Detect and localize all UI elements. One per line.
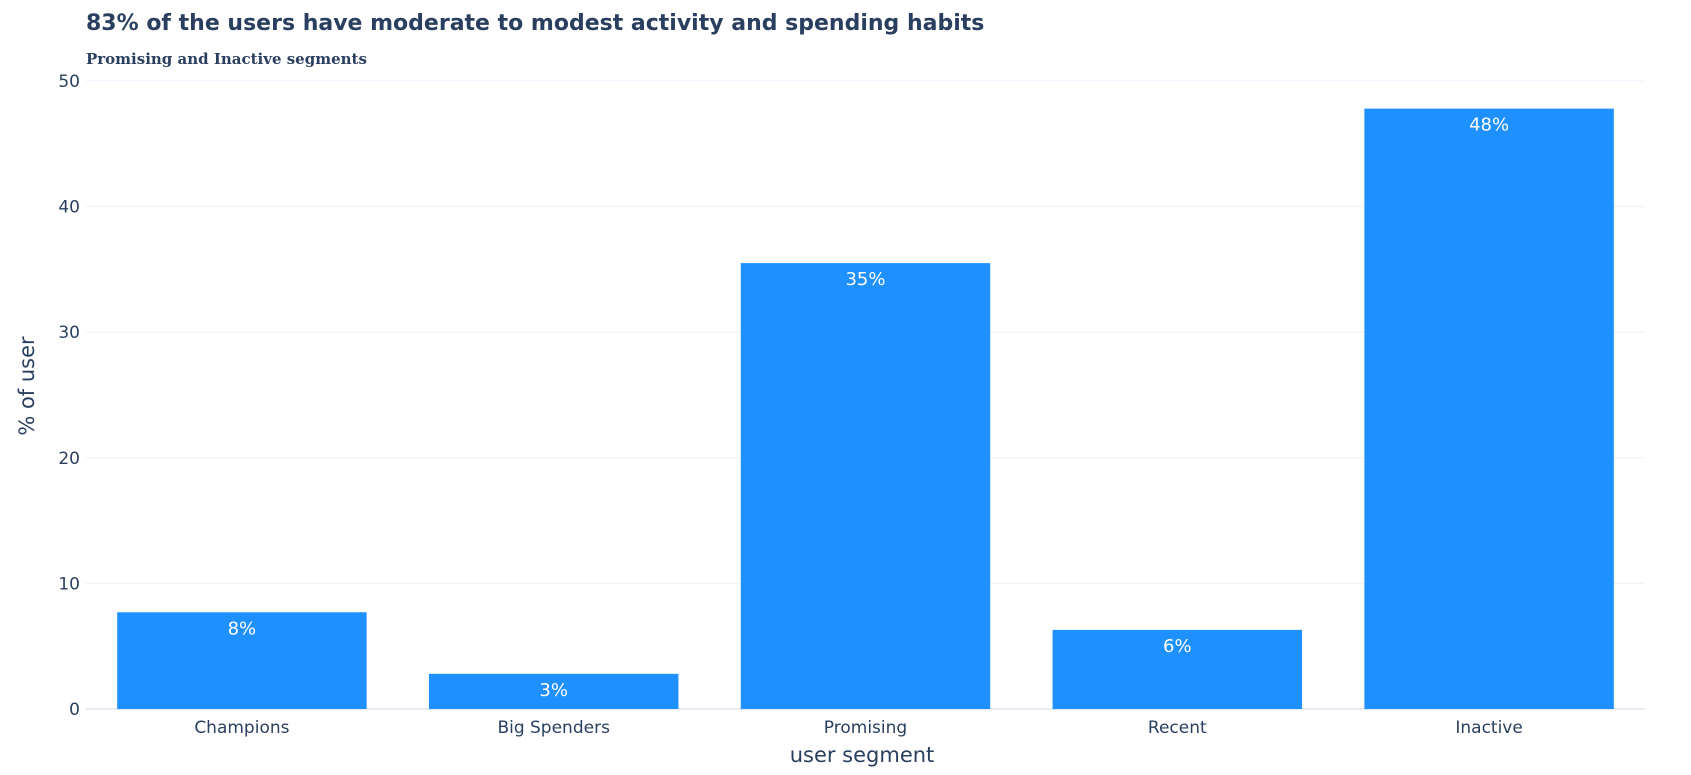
- y-tick-label: 30: [58, 323, 80, 343]
- x-tick-label: Inactive: [1455, 718, 1522, 738]
- bars: [117, 108, 1614, 709]
- bar-recent: [1052, 629, 1303, 709]
- y-tick-label: 50: [58, 72, 80, 92]
- bar-champions: [117, 612, 367, 709]
- x-tick-label: Recent: [1148, 718, 1207, 738]
- y-tick-label: 20: [58, 449, 80, 469]
- y-axis-ticks: 0 10 20 30 40 50: [58, 72, 80, 720]
- bar-promising: [740, 263, 991, 709]
- x-axis-ticks: Champions Big Spenders Promising Recent Inac…: [194, 718, 1523, 738]
- x-tick-label: Big Spenders: [497, 718, 610, 738]
- y-tick-label: 10: [58, 574, 80, 594]
- y-tick-label: 40: [58, 198, 80, 218]
- bar-data-label: 3%: [539, 680, 568, 701]
- bar-data-label: 48%: [1469, 115, 1509, 136]
- bar-data-labels: 8% 3% 35% 6% 48%: [228, 115, 1509, 701]
- bar-data-label: 6%: [1163, 636, 1192, 657]
- bar-big-spenders: [428, 673, 679, 709]
- x-tick-label: Champions: [194, 718, 289, 738]
- y-tick-label: 0: [69, 700, 80, 720]
- chart-title: 83% of the users have moderate to modest…: [86, 11, 984, 36]
- x-axis-title: user segment: [790, 743, 935, 767]
- bar-inactive: [1364, 108, 1614, 709]
- x-tick-label: Promising: [824, 718, 907, 738]
- chart-subtitle: Promising and Inactive segments: [86, 50, 367, 68]
- bar-data-label: 8%: [228, 618, 257, 639]
- bar-data-label: 35%: [845, 269, 885, 290]
- y-axis-title: % of user: [15, 336, 39, 436]
